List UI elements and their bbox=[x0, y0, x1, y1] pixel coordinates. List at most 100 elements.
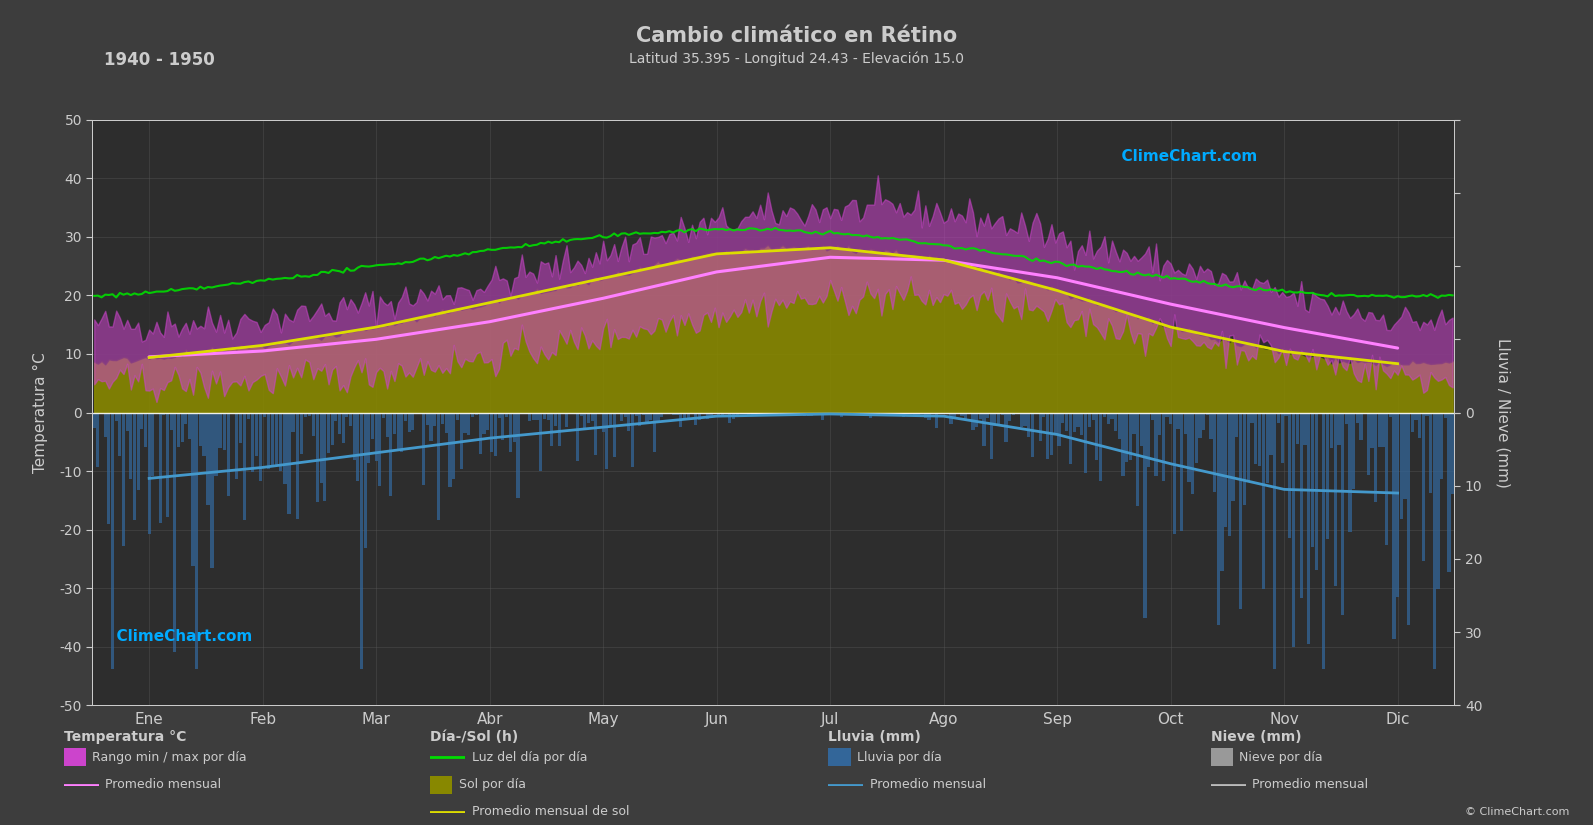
Bar bbox=[1031, 412, 1034, 457]
Bar bbox=[538, 412, 542, 471]
Bar bbox=[123, 412, 126, 546]
Bar bbox=[1281, 412, 1284, 463]
Bar bbox=[441, 412, 444, 424]
Bar bbox=[594, 412, 597, 455]
Bar bbox=[357, 412, 360, 481]
Bar bbox=[543, 412, 546, 419]
Bar bbox=[436, 412, 440, 520]
Bar bbox=[1083, 412, 1086, 474]
Bar bbox=[859, 412, 862, 415]
Bar bbox=[972, 412, 975, 430]
Bar bbox=[180, 412, 183, 442]
Bar bbox=[532, 412, 535, 420]
Bar bbox=[1169, 412, 1172, 424]
Bar bbox=[1440, 412, 1443, 479]
Bar bbox=[1129, 412, 1133, 460]
Bar bbox=[634, 412, 637, 417]
Text: Temperatura °C: Temperatura °C bbox=[64, 730, 186, 744]
Bar bbox=[1292, 412, 1295, 647]
Bar bbox=[226, 412, 229, 496]
Bar bbox=[255, 412, 258, 456]
Bar bbox=[118, 412, 121, 455]
Bar bbox=[720, 412, 723, 415]
Bar bbox=[961, 412, 964, 417]
Bar bbox=[1448, 412, 1451, 572]
Bar bbox=[728, 412, 731, 423]
Bar bbox=[185, 412, 188, 425]
Bar bbox=[1058, 412, 1061, 446]
Bar bbox=[263, 412, 266, 417]
Bar bbox=[1187, 412, 1190, 482]
Bar bbox=[276, 412, 279, 465]
Bar bbox=[1147, 412, 1150, 467]
Bar bbox=[978, 412, 981, 419]
Bar bbox=[444, 412, 448, 433]
Bar bbox=[247, 412, 250, 419]
Bar bbox=[349, 412, 352, 426]
Bar bbox=[1443, 412, 1446, 418]
Bar bbox=[166, 412, 169, 517]
Bar bbox=[483, 412, 486, 434]
Bar bbox=[148, 412, 151, 534]
Text: Luz del día por día: Luz del día por día bbox=[472, 751, 588, 764]
Bar bbox=[1389, 412, 1392, 417]
Bar bbox=[414, 412, 417, 413]
Text: Promedio mensual de sol: Promedio mensual de sol bbox=[472, 805, 629, 818]
Bar bbox=[268, 412, 271, 469]
Text: Cambio climático en Rétino: Cambio climático en Rétino bbox=[636, 26, 957, 46]
Bar bbox=[580, 412, 583, 416]
Bar bbox=[744, 412, 747, 414]
Bar bbox=[115, 412, 118, 422]
Bar bbox=[1254, 412, 1257, 464]
Bar bbox=[1258, 412, 1262, 466]
Bar bbox=[583, 412, 586, 427]
Bar bbox=[628, 412, 631, 431]
Text: Nieve por día: Nieve por día bbox=[1239, 751, 1322, 764]
Bar bbox=[494, 412, 497, 456]
Text: Nieve (mm): Nieve (mm) bbox=[1211, 730, 1301, 744]
Bar bbox=[1121, 412, 1125, 476]
Bar bbox=[1125, 412, 1128, 462]
Bar bbox=[143, 412, 147, 447]
Bar bbox=[698, 412, 701, 420]
Bar bbox=[558, 412, 561, 446]
Bar bbox=[218, 412, 221, 448]
Bar bbox=[346, 412, 349, 417]
Bar bbox=[822, 412, 825, 420]
Bar bbox=[393, 412, 397, 435]
Bar bbox=[425, 412, 429, 425]
Bar bbox=[430, 412, 433, 441]
Bar bbox=[284, 412, 287, 483]
Bar bbox=[653, 412, 656, 451]
Bar bbox=[736, 412, 739, 416]
Bar bbox=[1247, 412, 1251, 482]
Bar bbox=[472, 412, 475, 417]
Bar bbox=[1325, 412, 1329, 539]
Bar bbox=[1403, 412, 1407, 499]
Bar bbox=[397, 412, 400, 450]
Bar bbox=[650, 412, 652, 420]
Bar bbox=[554, 412, 558, 427]
Bar bbox=[1407, 412, 1410, 625]
Bar bbox=[1235, 412, 1238, 437]
Bar bbox=[550, 412, 553, 446]
Bar bbox=[695, 412, 698, 425]
Bar bbox=[1356, 412, 1359, 422]
Text: 1940 - 1950: 1940 - 1950 bbox=[104, 51, 215, 69]
Bar bbox=[935, 412, 938, 428]
Bar bbox=[868, 412, 871, 417]
Bar bbox=[1039, 412, 1042, 441]
Bar bbox=[210, 412, 213, 568]
Bar bbox=[527, 412, 530, 421]
Bar bbox=[774, 412, 777, 416]
Bar bbox=[242, 412, 245, 520]
Bar bbox=[687, 412, 690, 417]
Bar bbox=[577, 412, 580, 461]
Bar bbox=[566, 412, 569, 427]
Bar bbox=[1158, 412, 1161, 436]
Bar bbox=[631, 412, 634, 468]
Bar bbox=[320, 412, 323, 483]
Bar bbox=[1203, 412, 1206, 430]
Bar bbox=[1367, 412, 1370, 474]
Bar bbox=[854, 412, 857, 414]
